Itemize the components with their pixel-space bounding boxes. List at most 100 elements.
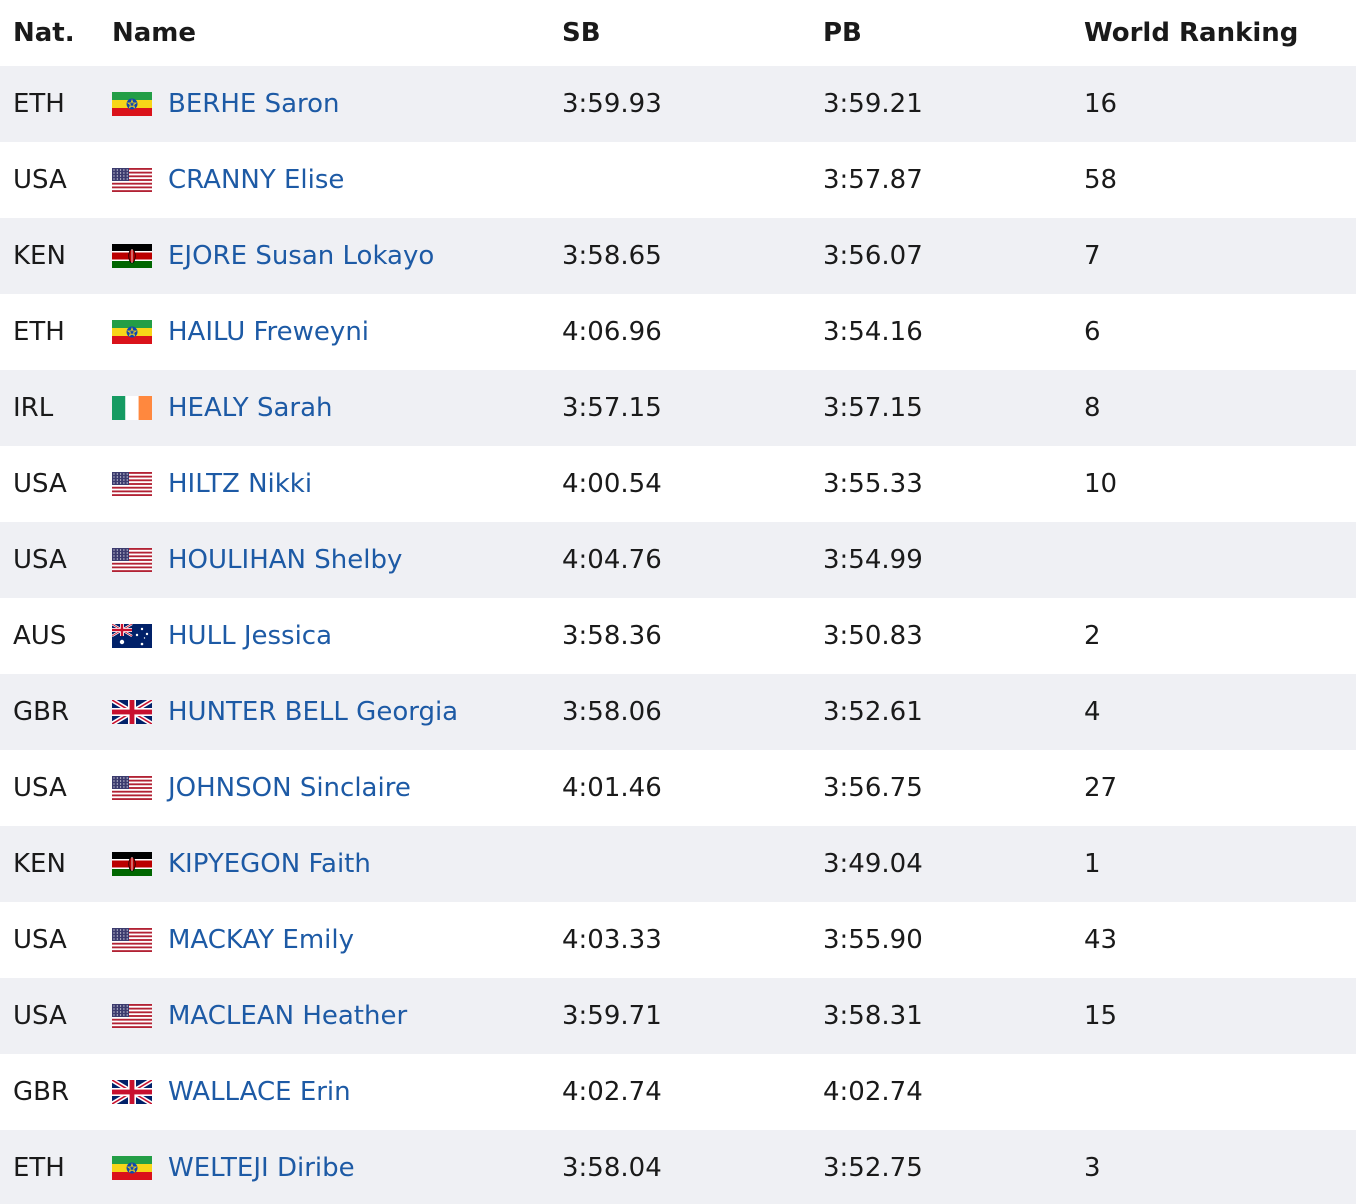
- athlete-name-link[interactable]: HOULIHAN Shelby: [168, 545, 403, 575]
- nationality-cell: KEN: [13, 849, 66, 879]
- table-row: AUS HULL Jessica 3:58.36 3:50.83 2: [0, 598, 1356, 674]
- personal-best-cell: 3:54.16: [823, 317, 923, 347]
- header-personal-best[interactable]: PB: [823, 18, 862, 48]
- nationality-cell: AUS: [13, 621, 67, 651]
- usa-flag-icon: [112, 168, 152, 192]
- athlete-name-cell: MACLEAN Heather: [112, 1001, 407, 1031]
- nationality-cell: USA: [13, 925, 67, 955]
- athlete-name-cell: KIPYEGON Faith: [112, 849, 371, 879]
- athlete-name-cell: HILTZ Nikki: [112, 469, 312, 499]
- personal-best-cell: 4:02.74: [823, 1077, 923, 1107]
- athlete-name-link[interactable]: HAILU Freweyni: [168, 317, 370, 347]
- athlete-name-cell: HULL Jessica: [112, 621, 332, 651]
- season-best-cell: 3:58.65: [562, 241, 662, 271]
- world-ranking-cell: 10: [1084, 469, 1118, 499]
- table-row: USA HOULIHAN Shelby 4:04.76 3:54.99: [0, 522, 1356, 598]
- world-ranking-cell: 58: [1084, 165, 1118, 195]
- personal-best-cell: 3:57.15: [823, 393, 923, 423]
- athlete-name-link[interactable]: BERHE Saron: [168, 89, 340, 119]
- athlete-name-cell: WELTEJI Diribe: [112, 1153, 355, 1183]
- athlete-name-link[interactable]: MACKAY Emily: [168, 925, 355, 955]
- athlete-name-cell: BERHE Saron: [112, 89, 340, 119]
- uk-flag-icon: [112, 700, 152, 724]
- world-ranking-cell: 6: [1084, 317, 1101, 347]
- world-ranking-cell: 27: [1084, 773, 1118, 803]
- athlete-name-link[interactable]: HILTZ Nikki: [168, 469, 313, 499]
- athlete-name-link[interactable]: MACLEAN Heather: [168, 1001, 408, 1031]
- table-row: USA HILTZ Nikki 4:00.54 3:55.33 10: [0, 446, 1356, 522]
- season-best-cell: 3:58.04: [562, 1153, 662, 1183]
- athlete-name-cell: HEALY Sarah: [112, 393, 332, 423]
- athlete-name-cell: CRANNY Elise: [112, 165, 344, 195]
- world-ranking-cell: 8: [1084, 393, 1101, 423]
- nationality-cell: GBR: [13, 697, 70, 727]
- nationality-cell: USA: [13, 165, 67, 195]
- world-ranking-cell: 15: [1084, 1001, 1118, 1031]
- table-row: GBR HUNTER BELL Georgia 3:58.06 3:52.61 4: [0, 674, 1356, 750]
- header-world-ranking[interactable]: World Ranking: [1084, 18, 1299, 48]
- table-row: ETH BERHE Saron 3:59.93 3:59.21 16: [0, 66, 1356, 142]
- nationality-cell: ETH: [13, 317, 65, 347]
- australia-flag-icon: [112, 624, 152, 648]
- personal-best-cell: 3:59.21: [823, 89, 923, 119]
- personal-best-cell: 3:58.31: [823, 1001, 923, 1031]
- personal-best-cell: 3:50.83: [823, 621, 923, 651]
- season-best-cell: 4:04.76: [562, 545, 662, 575]
- usa-flag-icon: [112, 928, 152, 952]
- athlete-name-link[interactable]: KIPYEGON Faith: [168, 849, 371, 879]
- table-row: USA MACLEAN Heather 3:59.71 3:58.31 15: [0, 978, 1356, 1054]
- table-row: USA MACKAY Emily 4:03.33 3:55.90 43: [0, 902, 1356, 978]
- season-best-cell: 3:59.71: [562, 1001, 662, 1031]
- ireland-flag-icon: [112, 396, 152, 420]
- header-name[interactable]: Name: [112, 18, 197, 48]
- athlete-name-link[interactable]: CRANNY Elise: [168, 165, 345, 195]
- header-season-best[interactable]: SB: [562, 18, 601, 48]
- personal-best-cell: 3:54.99: [823, 545, 923, 575]
- season-best-cell: 3:57.15: [562, 393, 662, 423]
- athlete-name-cell: JOHNSON Sinclaire: [112, 773, 411, 803]
- nationality-cell: KEN: [13, 241, 66, 271]
- season-best-cell: 4:02.74: [562, 1077, 662, 1107]
- season-best-cell: 4:03.33: [562, 925, 662, 955]
- personal-best-cell: 3:49.04: [823, 849, 923, 879]
- nationality-cell: IRL: [13, 393, 54, 423]
- nationality-cell: USA: [13, 1001, 67, 1031]
- season-best-cell: 4:01.46: [562, 773, 662, 803]
- athlete-name-link[interactable]: HEALY Sarah: [168, 393, 333, 423]
- world-ranking-cell: 2: [1084, 621, 1101, 651]
- world-ranking-cell: 1: [1084, 849, 1101, 879]
- personal-best-cell: 3:57.87: [823, 165, 923, 195]
- table-row: IRL HEALY Sarah 3:57.15 3:57.15 8: [0, 370, 1356, 446]
- season-best-cell: 4:06.96: [562, 317, 662, 347]
- athlete-name-link[interactable]: EJORE Susan Lokayo: [168, 241, 435, 271]
- usa-flag-icon: [112, 1004, 152, 1028]
- personal-best-cell: 3:55.33: [823, 469, 923, 499]
- kenya-flag-icon: [112, 852, 152, 876]
- uk-flag-icon: [112, 1080, 152, 1104]
- table-row: USA JOHNSON Sinclaire 4:01.46 3:56.75 27: [0, 750, 1356, 826]
- personal-best-cell: 3:55.90: [823, 925, 923, 955]
- nationality-cell: ETH: [13, 1153, 65, 1183]
- athlete-name-link[interactable]: HULL Jessica: [168, 621, 333, 651]
- nationality-cell: USA: [13, 773, 67, 803]
- table-header: Nat. Name SB PB World Ranking: [0, 0, 1356, 66]
- athlete-name-cell: HOULIHAN Shelby: [112, 545, 402, 575]
- athlete-name-link[interactable]: WELTEJI Diribe: [168, 1153, 355, 1183]
- nationality-cell: USA: [13, 469, 67, 499]
- table-row: KEN EJORE Susan Lokayo 3:58.65 3:56.07 7: [0, 218, 1356, 294]
- header-nationality[interactable]: Nat.: [13, 18, 75, 48]
- table-row: USA CRANNY Elise 3:57.87 58: [0, 142, 1356, 218]
- nationality-cell: USA: [13, 545, 67, 575]
- athlete-name-cell: HAILU Freweyni: [112, 317, 369, 347]
- athlete-name-link[interactable]: WALLACE Erin: [168, 1077, 351, 1107]
- world-ranking-cell: 3: [1084, 1153, 1101, 1183]
- season-best-cell: 3:59.93: [562, 89, 662, 119]
- table-row: ETH WELTEJI Diribe 3:58.04 3:52.75 3: [0, 1130, 1356, 1204]
- athlete-name-link[interactable]: JOHNSON Sinclaire: [168, 773, 411, 803]
- ethiopia-flag-icon: [112, 320, 152, 344]
- athlete-name-link[interactable]: HUNTER BELL Georgia: [168, 697, 459, 727]
- ethiopia-flag-icon: [112, 92, 152, 116]
- world-ranking-cell: 16: [1084, 89, 1118, 119]
- athlete-name-cell: HUNTER BELL Georgia: [112, 697, 458, 727]
